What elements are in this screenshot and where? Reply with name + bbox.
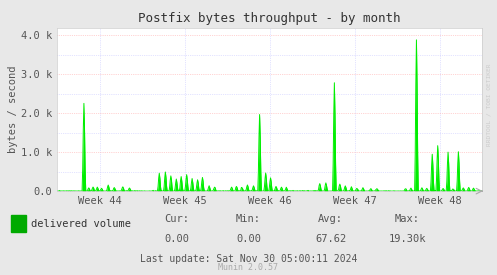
Text: 0.00: 0.00 <box>164 234 189 244</box>
Text: Munin 2.0.57: Munin 2.0.57 <box>219 263 278 272</box>
Text: 0.00: 0.00 <box>236 234 261 244</box>
Text: Max:: Max: <box>395 214 420 224</box>
Text: Cur:: Cur: <box>164 214 189 224</box>
Text: delivered volume: delivered volume <box>31 219 131 229</box>
Text: Avg:: Avg: <box>318 214 343 224</box>
Y-axis label: bytes / second: bytes / second <box>8 65 18 153</box>
Text: 19.30k: 19.30k <box>389 234 426 244</box>
Title: Postfix bytes throughput - by month: Postfix bytes throughput - by month <box>138 12 401 25</box>
Text: 67.62: 67.62 <box>315 234 346 244</box>
Text: Last update: Sat Nov 30 05:00:11 2024: Last update: Sat Nov 30 05:00:11 2024 <box>140 254 357 263</box>
Text: Min:: Min: <box>236 214 261 224</box>
Text: RRDTOOL / TOBI OETIKER: RRDTOOL / TOBI OETIKER <box>486 63 491 146</box>
